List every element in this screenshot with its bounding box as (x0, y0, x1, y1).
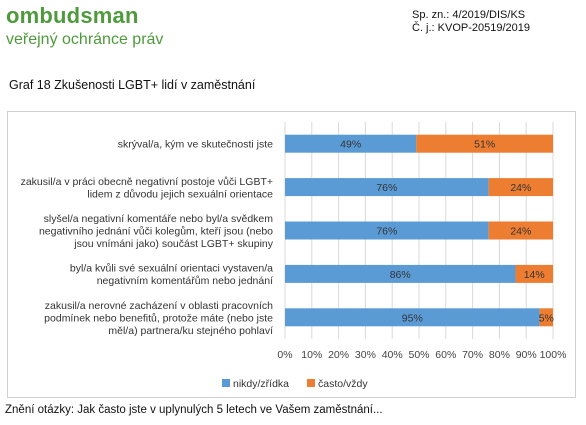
data-label: 95% (402, 312, 423, 324)
legend-swatch (222, 379, 230, 387)
category-label: lidem z důvodu jejich sexuální orientace (87, 188, 273, 200)
category-label: slyšel/a negativní komentáře nebo byl/a … (44, 213, 274, 225)
category-label: zakusil/a nerovné zacházení v oblasti pr… (45, 300, 273, 312)
question-footnote: Znění otázky: Jak často jste v uplynulýc… (5, 404, 383, 416)
data-label: 5% (539, 312, 554, 324)
bar-segment (488, 178, 553, 197)
category-label: podmínek nebo benefitů, protože máte (ne… (44, 312, 273, 324)
category-label: zakusil/a v práci obecně negativní posto… (21, 176, 273, 188)
ref-document-number: Č. j.: KVOP-20519/2019 (412, 22, 531, 34)
bar-chart: 0% 10% 20% 30% 40% 50% 60% 70% 80% 90% 100% skrýval… (21, 122, 567, 390)
bar-segment (285, 134, 417, 153)
figure-title: Graf 18 Zkušenosti LGBT+ lidí v zaměstná… (9, 78, 256, 92)
category-label: byl/a kvůli své sexuální orientaci vysta… (70, 263, 273, 275)
x-tick-label: 70% (462, 349, 483, 361)
category-label: měl/a) partnera/ku stejného pohlaví (108, 325, 273, 337)
ref-case-number: Sp. zn.: 4/2019/DIS/KS (412, 9, 526, 21)
data-label: 14% (524, 269, 545, 281)
legend-label: často/vždy (318, 378, 368, 390)
x-tick-label: 50% (408, 349, 429, 361)
x-tick-label: 30% (355, 349, 376, 361)
bar-segment (539, 308, 553, 327)
data-label: 51% (474, 139, 495, 151)
data-label: 76% (376, 226, 397, 238)
bar-segment (488, 221, 553, 240)
data-label: 24% (510, 226, 531, 238)
category-label: negativním komentářům nebo jednání (97, 275, 273, 287)
x-tick-label: 40% (382, 349, 403, 361)
x-tick-label: 100% (540, 349, 567, 361)
data-label: 24% (510, 182, 531, 194)
category-label: negativního jednání vůči kolegům, kteří … (39, 226, 273, 238)
legend-label: nikdy/zřídka (233, 378, 289, 390)
reference-block: Sp. zn.: 4/2019/DIS/KS Č. j.: KVOP-20519… (412, 9, 530, 35)
data-label: 76% (376, 182, 397, 194)
chart-frame: 0% 10% 20% 30% 40% 50% 60% 70% 80% 90% 100% skrýval… (7, 111, 576, 398)
bar-segment (416, 134, 553, 153)
logo-wordmark: ombudsman (6, 3, 139, 28)
bar-segment (285, 264, 516, 283)
data-label: 86% (390, 269, 411, 281)
x-tick-label: 10% (301, 349, 322, 361)
x-tick-label: 0% (277, 349, 292, 361)
x-tick-label: 90% (516, 349, 537, 361)
bar-segment (515, 264, 553, 283)
category-label: skrýval/a, kým ve skutečnosti jste (118, 139, 273, 151)
category-label: jsou vnímáni jako) součást LGBT+ skupiny (73, 238, 273, 250)
x-tick-label: 60% (435, 349, 456, 361)
legend-swatch (307, 379, 315, 387)
bar-segment (285, 221, 489, 240)
x-tick-label: 80% (489, 349, 510, 361)
bar-segment (285, 178, 489, 197)
logo-tagline: veřejný ochránce práv (6, 31, 164, 48)
data-label: 49% (340, 139, 361, 151)
bar-segment (285, 308, 540, 327)
x-tick-label: 20% (328, 349, 349, 361)
